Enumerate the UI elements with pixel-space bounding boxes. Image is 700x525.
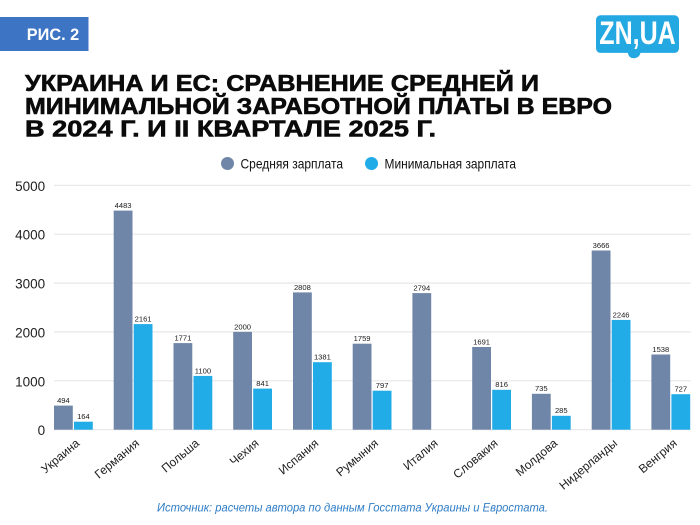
svg-text:1000: 1000 <box>15 374 45 389</box>
svg-text:816: 816 <box>495 380 508 389</box>
svg-text:735: 735 <box>535 384 548 393</box>
svg-text:494: 494 <box>57 396 70 405</box>
svg-text:2161: 2161 <box>135 315 152 324</box>
svg-text:1691: 1691 <box>473 337 490 346</box>
svg-text:2000: 2000 <box>15 325 45 340</box>
svg-text:0: 0 <box>38 423 46 438</box>
svg-text:4483: 4483 <box>115 201 132 210</box>
svg-text:841: 841 <box>256 379 269 388</box>
svg-text:1538: 1538 <box>652 345 669 354</box>
svg-text:164: 164 <box>77 412 90 421</box>
svg-text:1771: 1771 <box>174 334 191 343</box>
svg-text:1759: 1759 <box>354 334 371 343</box>
svg-text:1381: 1381 <box>314 353 331 362</box>
svg-text:РИС. 2: РИС. 2 <box>27 26 79 44</box>
svg-text:2246: 2246 <box>613 310 630 319</box>
svg-text:Источник: расчеты автора по да: Источник: расчеты автора по данным Госст… <box>157 501 548 515</box>
svg-text:Средняя зарплата: Средняя зарплата <box>241 156 344 172</box>
svg-text:2808: 2808 <box>294 283 311 292</box>
svg-text:1100: 1100 <box>195 366 211 375</box>
svg-text:3666: 3666 <box>593 241 610 250</box>
svg-text:5000: 5000 <box>15 179 45 194</box>
svg-text:797: 797 <box>376 381 389 390</box>
svg-text:ZN,UA: ZN,UA <box>599 15 675 51</box>
svg-text:Минимальная зарплата: Минимальная зарплата <box>385 156 517 172</box>
svg-text:4000: 4000 <box>15 228 45 243</box>
svg-text:МИНИМАЛЬНОЙ ЗАРАБОТНОЙ ПЛАТЫ В: МИНИМАЛЬНОЙ ЗАРАБОТНОЙ ПЛАТЫ В ЕВРО <box>25 92 612 119</box>
svg-text:3000: 3000 <box>15 277 45 292</box>
svg-text:285: 285 <box>555 406 568 415</box>
svg-text:УКРАИНА И ЕС: СРАВНЕНИЕ СРЕДНЕ: УКРАИНА И ЕС: СРАВНЕНИЕ СРЕДНЕЙ И <box>25 69 539 96</box>
svg-text:2794: 2794 <box>413 284 430 293</box>
svg-text:727: 727 <box>674 385 687 394</box>
svg-text:2000: 2000 <box>234 322 251 331</box>
svg-text:В 2024 Г. И II КВАРТАЛЕ 2025 Г: В 2024 Г. И II КВАРТАЛЕ 2025 Г. <box>25 116 436 142</box>
